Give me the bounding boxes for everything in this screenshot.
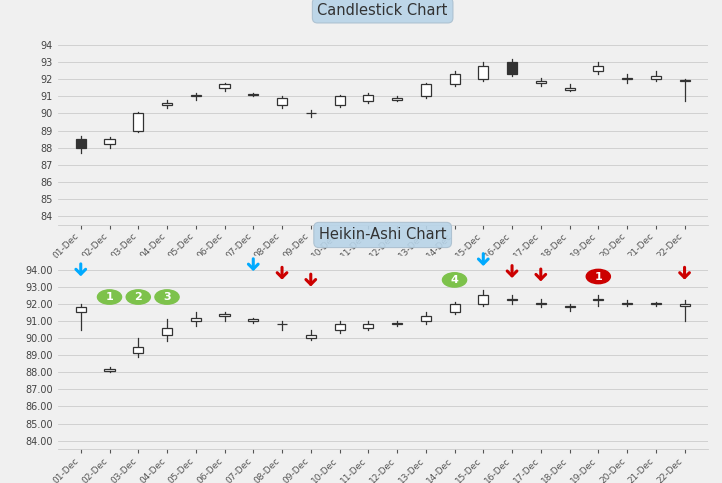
Bar	[507, 298, 517, 300]
Bar	[392, 98, 402, 100]
Bar	[162, 103, 172, 105]
Bar	[593, 298, 604, 300]
Bar	[363, 95, 373, 101]
Bar	[478, 295, 488, 304]
Bar	[679, 304, 690, 306]
Bar	[536, 81, 546, 83]
Bar	[679, 80, 690, 81]
Text: Candlestick Chart: Candlestick Chart	[318, 3, 448, 18]
Bar	[105, 369, 115, 370]
Bar	[421, 316, 431, 321]
Bar	[593, 66, 604, 71]
Bar	[162, 328, 172, 335]
Bar	[651, 303, 661, 304]
Bar	[622, 78, 632, 79]
Text: 1: 1	[594, 271, 602, 282]
Text: 2: 2	[134, 292, 142, 302]
Bar	[305, 113, 316, 114]
Text: 1: 1	[105, 292, 113, 302]
Bar	[277, 98, 287, 105]
Text: 4: 4	[451, 275, 458, 285]
Bar	[507, 62, 517, 74]
Bar	[248, 319, 258, 321]
Bar	[76, 307, 86, 313]
Bar	[248, 94, 258, 95]
Bar	[134, 114, 143, 130]
Bar	[536, 303, 546, 304]
Bar	[219, 85, 230, 88]
Bar	[565, 306, 575, 307]
Bar	[334, 325, 344, 329]
Bar	[478, 66, 488, 79]
Bar	[651, 76, 661, 79]
Bar	[421, 85, 431, 97]
Bar	[450, 304, 460, 313]
Bar	[134, 347, 143, 354]
Text: Heikin-Ashi Chart: Heikin-Ashi Chart	[319, 227, 446, 242]
Bar	[219, 314, 230, 316]
Bar	[392, 323, 402, 325]
Bar	[334, 97, 344, 105]
Bar	[277, 324, 287, 325]
Bar	[565, 88, 575, 89]
Bar	[305, 335, 316, 338]
Bar	[105, 139, 115, 144]
Bar	[76, 139, 86, 148]
Bar	[450, 74, 460, 85]
Circle shape	[586, 270, 610, 284]
Bar	[191, 317, 201, 321]
Bar	[363, 325, 373, 328]
Bar	[191, 95, 201, 97]
Circle shape	[155, 290, 179, 304]
Text: 3: 3	[163, 292, 171, 302]
Circle shape	[126, 290, 150, 304]
Circle shape	[97, 290, 121, 304]
Bar	[622, 303, 632, 304]
Circle shape	[443, 273, 466, 287]
